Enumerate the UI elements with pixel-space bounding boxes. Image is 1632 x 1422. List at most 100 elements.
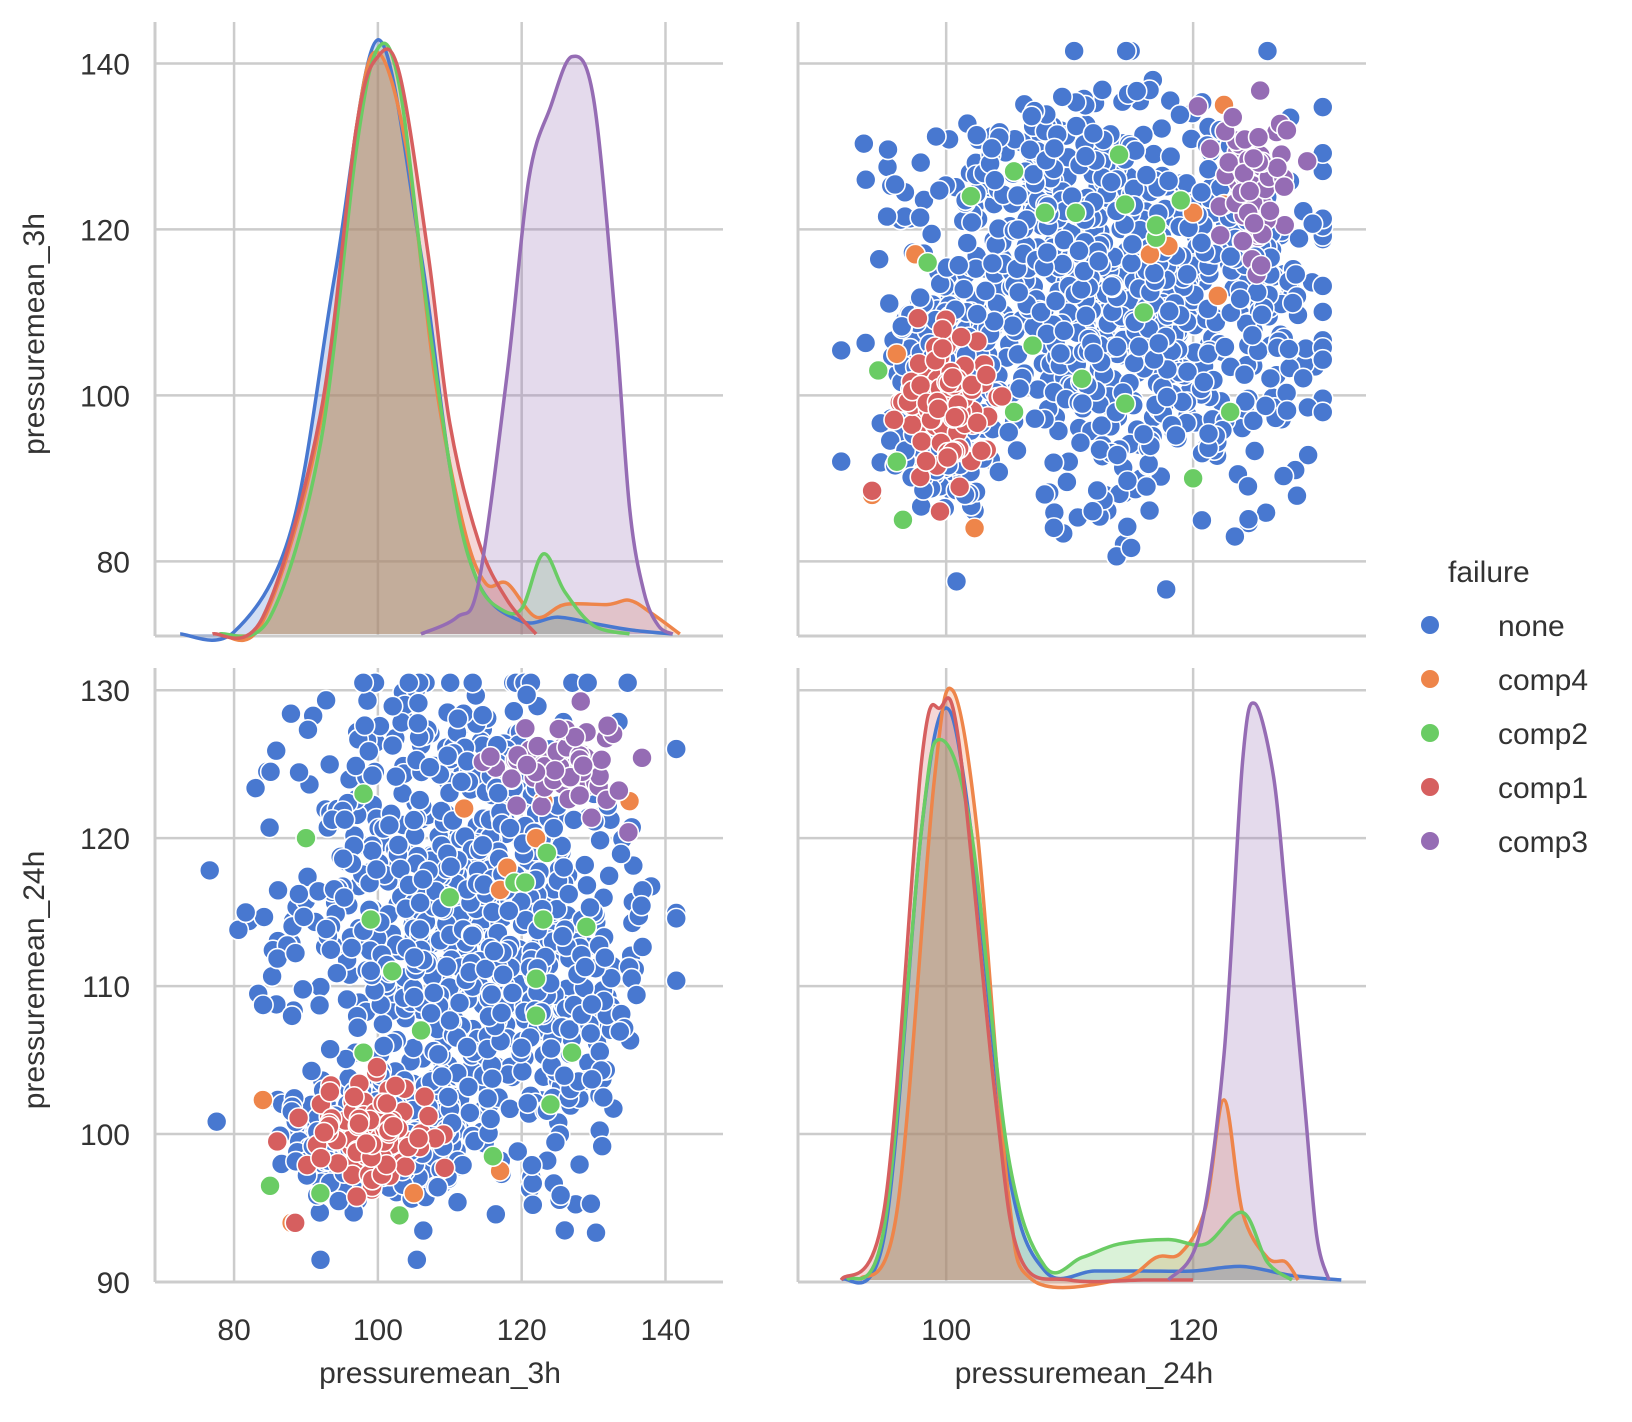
scatter-point-none: [398, 671, 420, 694]
scatter-point-none: [333, 886, 355, 909]
kde-fill-comp3: [421, 56, 673, 635]
scatter-point-comp3: [1273, 175, 1295, 198]
scatter-point-none: [1155, 578, 1177, 601]
scatter-point-none: [947, 254, 970, 277]
scatter-point-none: [544, 1131, 567, 1154]
scatter-point-none: [403, 809, 425, 831]
scatter-point-none: [446, 1191, 469, 1214]
scatter-point-none: [471, 834, 494, 857]
scatter-point-none: [456, 1036, 478, 1058]
scatter-point-comp1: [310, 1147, 332, 1169]
scatter-point-comp2: [352, 782, 375, 805]
scatter-point-comp1: [970, 439, 993, 462]
scatter-point-none: [1081, 500, 1104, 523]
scatter-point-comp2: [1021, 334, 1044, 357]
scatter-point-none: [406, 1249, 428, 1271]
scatter-point-none: [1191, 509, 1213, 532]
scatter-point-comp2: [525, 967, 547, 990]
scatter-point-comp2: [1114, 193, 1137, 216]
scatter-point-comp1: [941, 366, 964, 389]
scatter-point-none: [830, 339, 853, 362]
scatter-point-none: [920, 223, 943, 245]
scatter-point-none: [1100, 275, 1123, 298]
scatter-point-none: [357, 740, 380, 763]
scatter-point-none: [1176, 360, 1199, 383]
scatter-point-none: [540, 1037, 562, 1060]
scatter-point-none: [579, 896, 601, 919]
legend-marker-comp2: [1421, 724, 1439, 742]
scatter-point-none: [1281, 292, 1304, 314]
scatter-point-none: [961, 211, 983, 234]
scatter-point-none: [576, 874, 598, 897]
scatter-point-comp1: [407, 1127, 430, 1150]
scatter-point-none: [267, 879, 289, 902]
scatter-point-comp1: [948, 476, 971, 498]
scatter-point-none: [589, 1040, 611, 1063]
scatter-point-comp2: [1003, 401, 1025, 423]
x-tick-label-120: 120: [497, 1314, 547, 1347]
y-tick-label-110: 110: [82, 971, 130, 1004]
scatter-point-none: [1286, 484, 1308, 507]
scatter-point-comp3: [1259, 200, 1281, 222]
scatter-point-none: [365, 858, 388, 881]
scatter-point-comp3: [505, 794, 528, 817]
scatter-point-none: [288, 883, 310, 905]
scatter-point-none: [1234, 390, 1257, 413]
scatter-point-none: [1158, 300, 1181, 323]
scatter-point-none: [403, 986, 425, 1008]
scatter-point-none: [403, 946, 426, 969]
scatter-point-comp3: [526, 735, 549, 757]
scatter-point-none: [1047, 420, 1070, 442]
scatter-point-none: [499, 1098, 521, 1120]
scatter-point-none: [457, 1076, 480, 1098]
legend-entry-none: none: [1421, 610, 1565, 643]
panel-1-1: 100 120: [796, 668, 1366, 1347]
scatter-point-none: [372, 1035, 395, 1057]
scatter-point-none: [576, 671, 599, 694]
scatter-point-none: [521, 1154, 543, 1176]
scatter-point-none: [300, 1060, 323, 1082]
scatter-point-none: [490, 1002, 513, 1024]
scatter-point-comp3: [1243, 212, 1265, 235]
scatter-point-none: [1233, 363, 1256, 386]
scatter-point-none: [925, 125, 947, 148]
scatter-point-comp2: [575, 916, 598, 938]
scatter-point-comp2: [1169, 189, 1192, 212]
scatter-point-comp1: [991, 385, 1013, 408]
scatter-point-none: [876, 205, 898, 228]
scatter-point-none: [984, 169, 1006, 192]
scatter-point-none: [483, 940, 505, 963]
scatter-point-none: [437, 1086, 460, 1108]
scatter-point-comp2: [514, 871, 537, 894]
scatter-point-comp1: [384, 1075, 407, 1097]
scatter-point-none: [909, 286, 932, 309]
scatter-point-none: [1006, 439, 1028, 462]
scatter-point-comp1: [883, 409, 905, 431]
scatter-point-none: [1135, 475, 1158, 498]
scatter-point-none: [630, 894, 653, 917]
scatter-point-none: [198, 859, 221, 882]
scatter-point-none: [515, 684, 538, 706]
scatter-point-none: [1135, 164, 1158, 186]
scatter-point-none: [573, 854, 596, 876]
scatter-point-none: [1100, 171, 1123, 193]
scatter-point-none: [412, 1219, 435, 1242]
scatter-point-comp2: [1182, 467, 1204, 490]
scatter-point-none: [259, 761, 282, 783]
scatter-point-none: [1106, 336, 1128, 358]
scatter-point-none: [974, 280, 997, 302]
legend: failure none comp4 comp2 comp1 comp3: [1421, 556, 1588, 859]
scatter-point-none: [665, 969, 688, 992]
scatter-point-none: [877, 138, 899, 161]
legend-marker-comp3: [1421, 832, 1439, 850]
scatter-point-comp3: [1247, 126, 1270, 148]
scatter-point-none: [1115, 40, 1137, 62]
scatter-point-none: [594, 946, 616, 969]
scatter-point-none: [318, 753, 341, 776]
scatter-point-none: [361, 840, 383, 862]
scatter-point-none: [471, 704, 494, 726]
scatter-point-none: [1053, 320, 1075, 342]
scatter-point-none: [346, 1016, 369, 1039]
scatter-point-none: [378, 814, 401, 837]
